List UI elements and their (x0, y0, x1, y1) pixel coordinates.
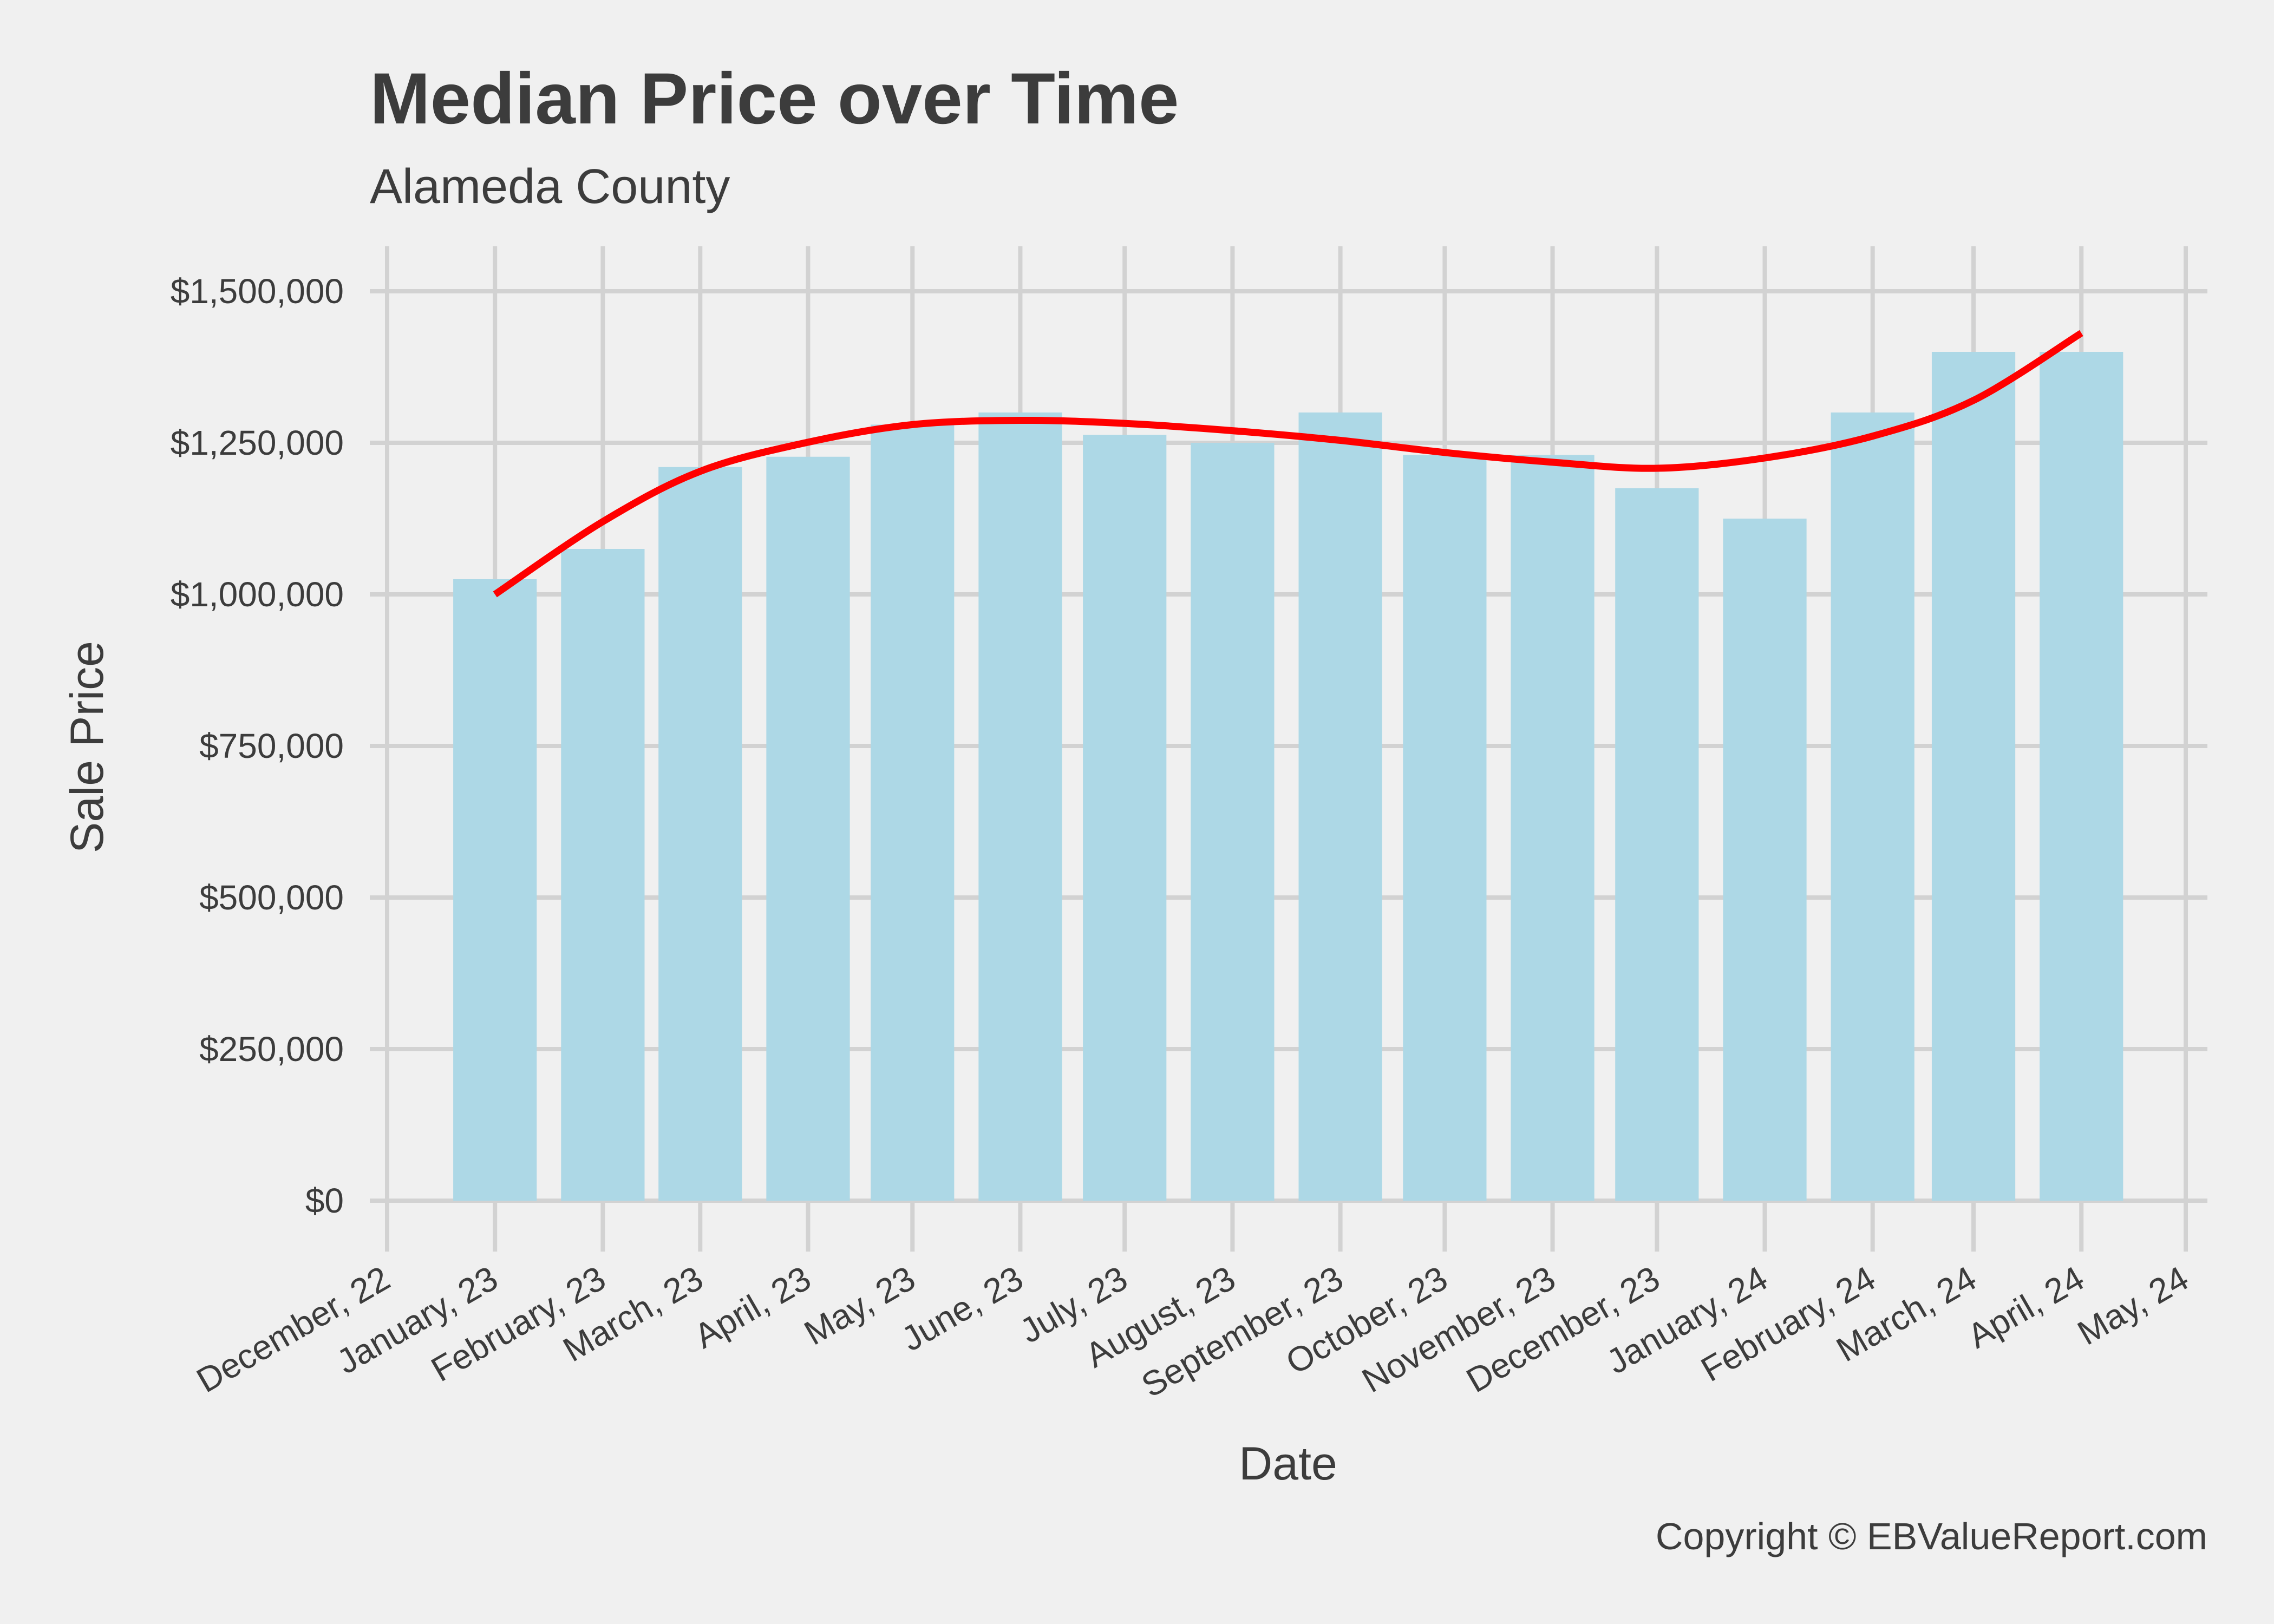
bar (658, 467, 742, 1201)
bar (766, 456, 850, 1201)
bar (561, 549, 645, 1201)
bar (871, 424, 955, 1201)
chart-title: Median Price over Time (370, 58, 1179, 139)
bar (1723, 519, 1807, 1201)
y-tick-label: $750,000 (199, 726, 344, 765)
y-tick-label: $0 (305, 1181, 344, 1220)
marks (453, 330, 2123, 1201)
y-tick-label: $500,000 (199, 878, 344, 917)
bar (2040, 352, 2123, 1201)
x-axis-title: Date (1239, 1438, 1337, 1490)
y-axis-title: Sale Price (61, 641, 113, 853)
caption: Copyright © EBValueReport.com (1656, 1515, 2207, 1557)
bar (1615, 488, 1699, 1201)
bar (978, 412, 1062, 1201)
y-tick-label: $1,500,000 (171, 272, 344, 311)
bar (1191, 443, 1275, 1201)
trend-line (493, 330, 2083, 598)
y-tick-label: $250,000 (199, 1030, 344, 1069)
bar (1403, 455, 1487, 1201)
bar (1511, 455, 1595, 1201)
bar (1083, 435, 1167, 1201)
bar (453, 579, 537, 1201)
bar (1931, 352, 2016, 1201)
bar (1298, 412, 1382, 1201)
y-tick-label: $1,000,000 (171, 575, 344, 614)
bar (1831, 412, 1914, 1201)
chart-subtitle: Alameda County (370, 160, 730, 214)
y-tick-label: $1,250,000 (171, 423, 344, 462)
